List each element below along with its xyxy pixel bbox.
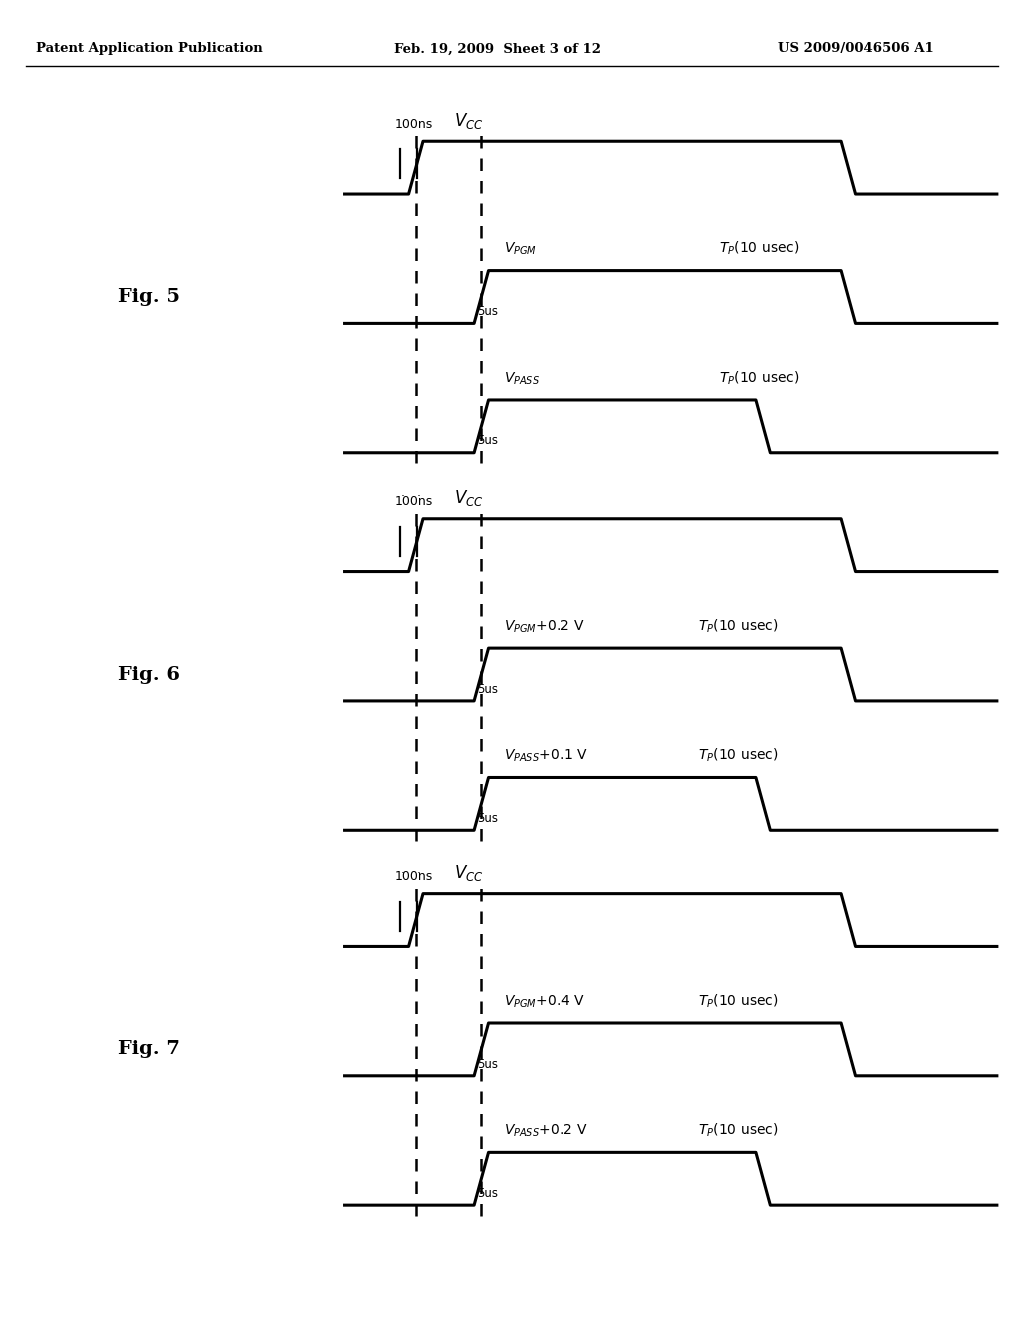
Text: 5us: 5us [477,812,499,825]
Text: $T_P$(10 usec): $T_P$(10 usec) [719,370,800,387]
Text: Fig. 5: Fig. 5 [118,288,180,306]
Text: 100ns: 100ns [394,495,433,508]
Text: $V_{PGM}$+0.2 V: $V_{PGM}$+0.2 V [504,619,585,635]
Text: Patent Application Publication: Patent Application Publication [36,42,262,55]
Text: $V_{PGM}$: $V_{PGM}$ [504,242,537,257]
Text: 5us: 5us [477,1187,499,1200]
Text: $V_{PGM}$+0.4 V: $V_{PGM}$+0.4 V [504,994,585,1010]
Text: $T_P$(10 usec): $T_P$(10 usec) [698,993,779,1010]
Text: 5us: 5us [477,434,499,447]
Text: $T_P$(10 usec): $T_P$(10 usec) [719,240,800,257]
Text: 5us: 5us [477,682,499,696]
Text: US 2009/0046506 A1: US 2009/0046506 A1 [778,42,934,55]
Text: $T_P$(10 usec): $T_P$(10 usec) [698,1122,779,1139]
Text: $T_P$(10 usec): $T_P$(10 usec) [698,618,779,635]
Text: Feb. 19, 2009  Sheet 3 of 12: Feb. 19, 2009 Sheet 3 of 12 [394,42,601,55]
Text: $V_{CC}$: $V_{CC}$ [454,863,483,883]
Text: .   .: . . [400,486,421,499]
Text: $T_P$(10 usec): $T_P$(10 usec) [698,747,779,764]
Text: 5us: 5us [477,305,499,318]
Text: $V_{CC}$: $V_{CC}$ [454,111,483,131]
Text: Fig. 7: Fig. 7 [118,1040,179,1059]
Text: $V_{PASS}$: $V_{PASS}$ [504,371,540,387]
Text: $V_{PASS}$+0.1 V: $V_{PASS}$+0.1 V [504,748,588,764]
Text: $V_{PASS}$+0.2 V: $V_{PASS}$+0.2 V [504,1123,588,1139]
Text: 5us: 5us [477,1057,499,1071]
Text: .   .: . . [400,863,421,876]
Text: 100ns: 100ns [394,870,433,883]
Text: $V_{CC}$: $V_{CC}$ [454,488,483,508]
Text: Fig. 6: Fig. 6 [118,665,180,684]
Text: 100ns: 100ns [394,117,433,131]
